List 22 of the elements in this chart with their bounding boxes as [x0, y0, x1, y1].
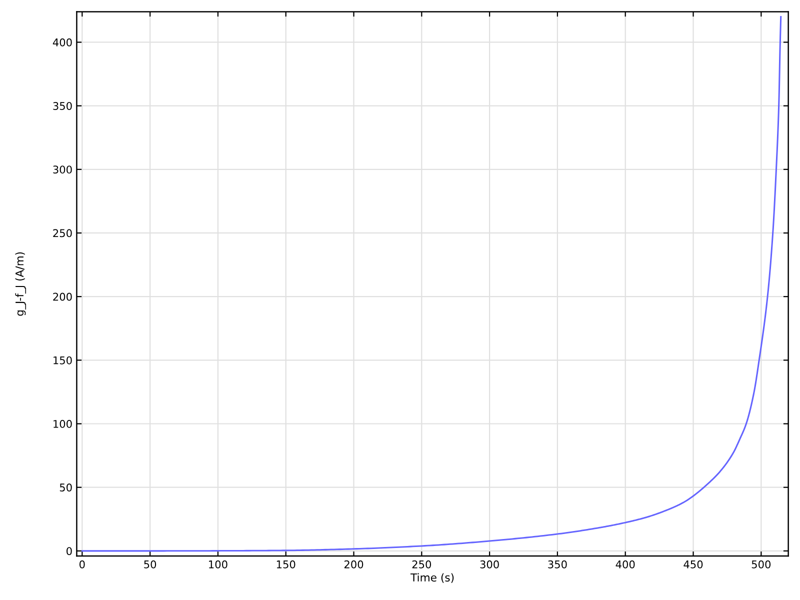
x-tick-label: 300	[480, 560, 499, 568]
x-axis-title: Time (s)	[410, 573, 454, 583]
x-tick-label: 250	[412, 560, 432, 568]
x-tick-label: 400	[616, 560, 635, 568]
y-tick-label: 300	[53, 166, 72, 174]
y-axis-title: g_J-f_J (A/m)	[15, 252, 26, 316]
x-tick-label: 0	[79, 560, 85, 568]
y-tick-label: 250	[53, 229, 72, 238]
y-tick-label: 400	[52, 38, 72, 46]
x-tick-label: 350	[548, 560, 567, 568]
y-tick-label: 50	[60, 484, 72, 492]
x-tick-label: 450	[684, 560, 703, 568]
y-tick-label: 350	[53, 102, 72, 110]
y-tick-label: 200	[53, 292, 72, 301]
x-tick-label: 200	[344, 560, 364, 568]
x-tick-label: 100	[209, 560, 228, 568]
y-tick-label: 100	[54, 420, 72, 428]
x-tick-label: 50	[144, 560, 156, 568]
y-tick-label: 0	[66, 547, 72, 556]
x-tick-label: 150	[276, 560, 296, 568]
y-tick-label: 150	[54, 356, 72, 364]
x-tick-label: 500	[752, 560, 771, 568]
